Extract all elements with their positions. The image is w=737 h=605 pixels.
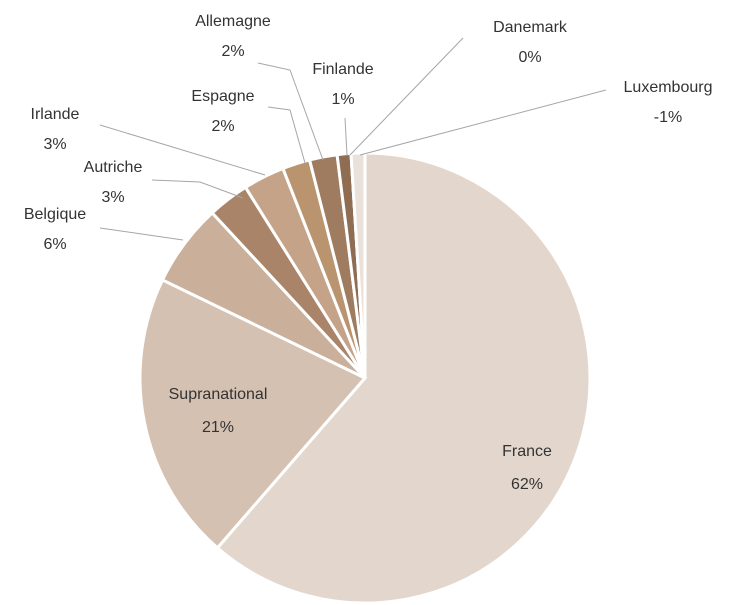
leader-line — [344, 117, 348, 156]
value-label: 3% — [43, 136, 66, 153]
value-label: 0% — [518, 49, 541, 66]
slice-label: Belgique — [24, 206, 86, 223]
value-label: -1% — [654, 109, 682, 126]
leader-line — [151, 179, 244, 199]
slice-label: Espagne — [191, 88, 254, 105]
value-label: 1% — [331, 91, 354, 108]
value-label: 62% — [511, 476, 543, 493]
slice-label: France — [502, 443, 552, 460]
slice-label: Irlande — [31, 106, 80, 123]
value-label: 2% — [221, 43, 244, 60]
leader-line — [99, 227, 184, 241]
leader-line — [349, 37, 464, 156]
value-label: 21% — [202, 419, 234, 436]
slice — [138, 277, 368, 550]
slice-label: Allemagne — [195, 13, 271, 30]
slices — [138, 151, 592, 605]
slice — [215, 151, 592, 605]
value-label: 6% — [43, 236, 66, 253]
leader-line — [257, 62, 324, 161]
leader-line — [99, 124, 266, 176]
slice-label: Finlande — [312, 61, 373, 78]
slice-label: Supranational — [169, 386, 268, 403]
slice-label: Luxembourg — [624, 79, 713, 96]
leader-line — [267, 106, 306, 164]
leader-lines — [99, 37, 607, 241]
slice-label: Danemark — [493, 19, 568, 36]
slice-label: Autriche — [84, 159, 143, 176]
value-label: 2% — [211, 118, 234, 135]
leader-line — [359, 89, 607, 156]
value-label: 3% — [101, 189, 124, 206]
